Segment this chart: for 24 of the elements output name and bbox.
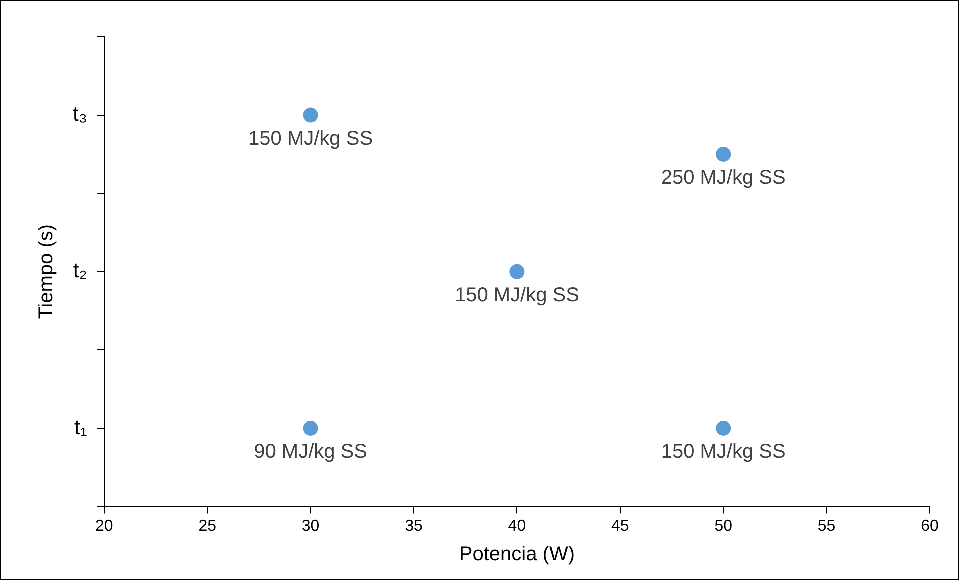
point — [510, 264, 525, 280]
x-axis-title: Potencia (W) — [459, 544, 575, 566]
x-tick-label: 55 — [818, 518, 836, 535]
annotation: 150 MJ/kg SS — [661, 441, 786, 464]
annotation: 250 MJ/kg SS — [661, 166, 786, 189]
category-label: t₁ — [74, 416, 88, 440]
y-axis-title: Tiempo (s) — [36, 224, 58, 320]
annotation: 90 MJ/kg SS — [254, 441, 368, 464]
category-label: t₂ — [73, 260, 88, 283]
annotation: 150 MJ/kg SS — [248, 128, 374, 150]
x-tick-label: 25 — [198, 518, 217, 535]
x-tick-label: 30 — [302, 518, 320, 535]
category-label: t₃ — [72, 103, 88, 126]
x-tick-label: 20 — [95, 518, 114, 535]
point — [716, 421, 732, 436]
point — [303, 108, 318, 123]
x-tick-label: 40 — [508, 518, 526, 535]
x-tick-label: 50 — [714, 518, 733, 535]
x-tick-label: 35 — [405, 518, 423, 535]
point — [303, 421, 318, 436]
x-tick-label: 60 — [921, 518, 939, 535]
annotation: 150 MJ/kg SS — [454, 284, 580, 306]
point — [716, 146, 732, 162]
x-tick-label: 45 — [611, 518, 630, 535]
